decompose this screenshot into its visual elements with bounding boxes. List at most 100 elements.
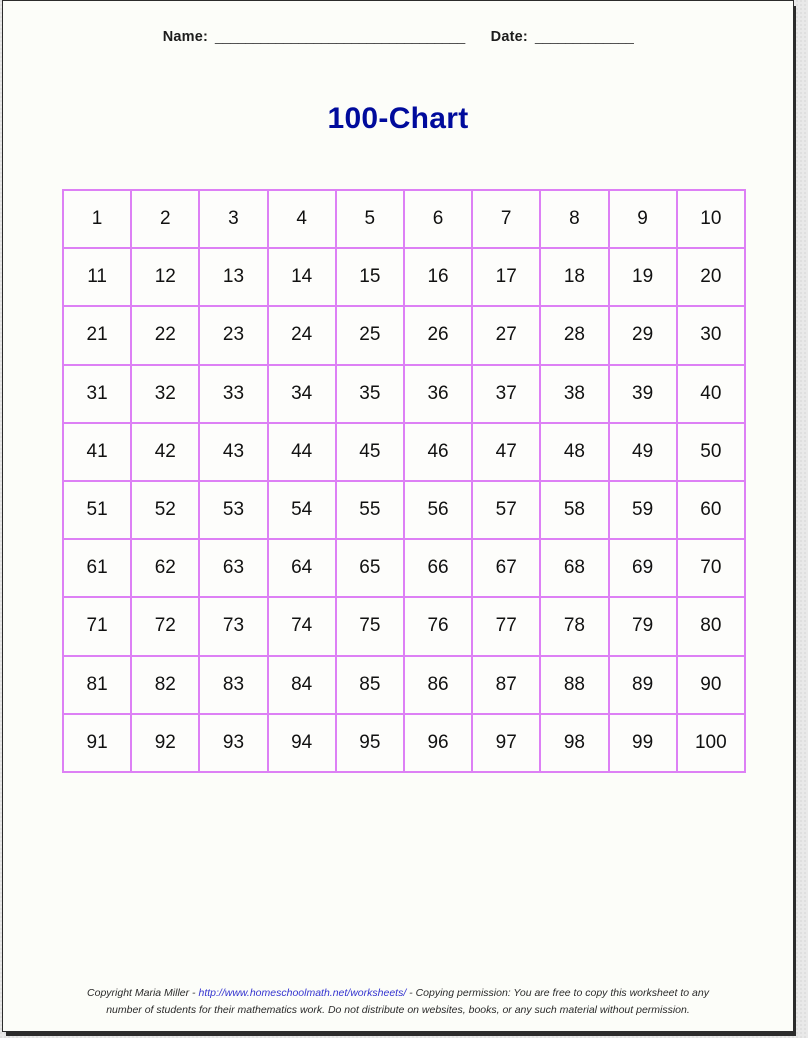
chart-cell[interactable]: 29	[607, 305, 678, 366]
chart-cell[interactable]: 51	[61, 479, 133, 541]
chart-cell[interactable]: 78	[539, 596, 610, 657]
chart-cell[interactable]: 99	[607, 712, 678, 774]
chart-cell[interactable]: 63	[198, 538, 269, 599]
chart-cell[interactable]: 83	[198, 654, 269, 715]
chart-cell[interactable]: 58	[539, 479, 610, 541]
chart-cell[interactable]: 45	[334, 421, 405, 482]
chart-cell[interactable]: 62	[130, 538, 201, 599]
chart-cell[interactable]: 64	[266, 538, 337, 599]
footer-website-link[interactable]: http://www.homeschoolmath.net/worksheets…	[198, 987, 407, 999]
chart-cell[interactable]: 8	[539, 188, 610, 250]
chart-cell[interactable]: 17	[471, 247, 542, 308]
chart-cell[interactable]: 4	[266, 188, 337, 250]
chart-cell[interactable]: 43	[198, 421, 269, 482]
chart-cell[interactable]: 9	[607, 188, 678, 250]
chart-cell[interactable]: 91	[61, 712, 133, 774]
chart-cell[interactable]: 100	[675, 712, 747, 774]
name-blank-line[interactable]: _________________________________	[215, 29, 465, 45]
chart-cell[interactable]: 76	[402, 596, 474, 657]
chart-cell[interactable]: 10	[675, 188, 747, 250]
chart-cell[interactable]: 1	[61, 188, 133, 250]
chart-cell[interactable]: 34	[266, 363, 337, 424]
chart-cell[interactable]: 65	[334, 538, 405, 599]
chart-cell[interactable]: 68	[539, 538, 610, 599]
chart-cell[interactable]: 26	[402, 305, 474, 366]
chart-cell[interactable]: 23	[198, 305, 269, 366]
chart-cell[interactable]: 66	[402, 538, 474, 599]
chart-cell[interactable]: 3	[198, 188, 269, 250]
chart-cell[interactable]: 47	[471, 421, 542, 482]
chart-cell[interactable]: 35	[334, 363, 405, 424]
chart-cell[interactable]: 92	[130, 712, 201, 774]
chart-cell[interactable]: 54	[266, 479, 337, 541]
chart-cell[interactable]: 15	[334, 247, 405, 308]
chart-cell[interactable]: 27	[471, 305, 542, 366]
chart-cell[interactable]: 12	[130, 247, 201, 308]
chart-cell[interactable]: 36	[402, 363, 474, 424]
chart-cell[interactable]: 86	[402, 654, 474, 715]
chart-cell[interactable]: 71	[61, 596, 133, 657]
chart-cell[interactable]: 96	[402, 712, 474, 774]
chart-cell[interactable]: 87	[471, 654, 542, 715]
chart-cell[interactable]: 97	[471, 712, 542, 774]
chart-cell[interactable]: 41	[61, 421, 133, 482]
chart-cell[interactable]: 88	[539, 654, 610, 715]
chart-cell[interactable]: 74	[266, 596, 337, 657]
chart-cell[interactable]: 44	[266, 421, 337, 482]
chart-cell[interactable]: 21	[61, 305, 133, 366]
chart-cell[interactable]: 95	[334, 712, 405, 774]
chart-cell[interactable]: 46	[402, 421, 474, 482]
chart-cell[interactable]: 30	[675, 305, 747, 366]
chart-cell[interactable]: 38	[539, 363, 610, 424]
chart-cell[interactable]: 32	[130, 363, 201, 424]
chart-cell[interactable]: 19	[607, 247, 678, 308]
chart-cell[interactable]: 67	[471, 538, 542, 599]
chart-cell[interactable]: 42	[130, 421, 201, 482]
chart-cell[interactable]: 75	[334, 596, 405, 657]
chart-cell[interactable]: 90	[675, 654, 747, 715]
chart-cell[interactable]: 31	[61, 363, 133, 424]
chart-cell[interactable]: 49	[607, 421, 678, 482]
chart-cell[interactable]: 89	[607, 654, 678, 715]
chart-cell[interactable]: 50	[675, 421, 747, 482]
chart-cell[interactable]: 60	[675, 479, 747, 541]
chart-cell[interactable]: 94	[266, 712, 337, 774]
chart-cell[interactable]: 39	[607, 363, 678, 424]
chart-cell[interactable]: 84	[266, 654, 337, 715]
chart-cell[interactable]: 5	[334, 188, 405, 250]
chart-cell[interactable]: 40	[675, 363, 747, 424]
chart-cell[interactable]: 20	[675, 247, 747, 308]
chart-cell[interactable]: 79	[607, 596, 678, 657]
chart-cell[interactable]: 14	[266, 247, 337, 308]
chart-cell[interactable]: 22	[130, 305, 201, 366]
chart-cell[interactable]: 69	[607, 538, 678, 599]
chart-cell[interactable]: 93	[198, 712, 269, 774]
chart-cell[interactable]: 13	[198, 247, 269, 308]
chart-cell[interactable]: 61	[61, 538, 133, 599]
chart-cell[interactable]: 6	[402, 188, 474, 250]
chart-cell[interactable]: 80	[675, 596, 747, 657]
date-blank-line[interactable]: _____________	[534, 29, 634, 45]
chart-cell[interactable]: 18	[539, 247, 610, 308]
chart-cell[interactable]: 81	[61, 654, 133, 715]
chart-cell[interactable]: 53	[198, 479, 269, 541]
chart-cell[interactable]: 72	[130, 596, 201, 657]
chart-cell[interactable]: 56	[402, 479, 474, 541]
chart-cell[interactable]: 7	[471, 188, 542, 250]
chart-cell[interactable]: 37	[471, 363, 542, 424]
chart-cell[interactable]: 59	[607, 479, 678, 541]
chart-cell[interactable]: 55	[334, 479, 405, 541]
chart-cell[interactable]: 24	[266, 305, 337, 366]
chart-cell[interactable]: 77	[471, 596, 542, 657]
chart-cell[interactable]: 28	[539, 305, 610, 366]
chart-cell[interactable]: 57	[471, 479, 542, 541]
chart-cell[interactable]: 25	[334, 305, 405, 366]
chart-cell[interactable]: 48	[539, 421, 610, 482]
chart-cell[interactable]: 70	[675, 538, 747, 599]
chart-cell[interactable]: 73	[198, 596, 269, 657]
chart-cell[interactable]: 16	[402, 247, 474, 308]
chart-cell[interactable]: 52	[130, 479, 201, 541]
chart-cell[interactable]: 33	[198, 363, 269, 424]
chart-cell[interactable]: 98	[539, 712, 610, 774]
chart-cell[interactable]: 2	[130, 188, 201, 250]
